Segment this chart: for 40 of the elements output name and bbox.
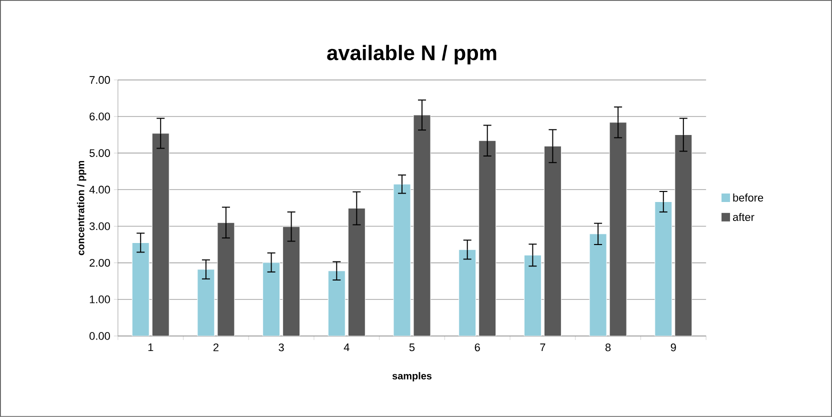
y-axis-title: concentration / ppm [76,160,86,256]
x-tick-label: 2 [213,344,218,352]
bar [282,226,300,336]
bar [544,146,562,336]
x-tick-label: 7 [540,344,546,352]
legend-label: after [732,213,754,222]
chart-title: available N / ppm [327,44,496,64]
bar [654,202,672,336]
bar [152,133,170,336]
bar [524,254,542,336]
x-tick-label: 9 [670,344,676,352]
x-axis-title: samples [392,372,432,382]
y-tick-label: 6.00 [90,112,110,120]
bar [197,269,215,336]
bar [348,208,366,336]
y-tick-label: 5.00 [90,149,110,158]
bar [413,114,431,336]
bar [589,234,607,336]
x-tick-label: 1 [148,344,154,352]
bar [458,249,476,336]
bar [328,270,346,336]
y-tick-label: 1.00 [90,296,110,304]
y-tick-label: 4.00 [89,186,110,194]
bar [393,184,411,336]
legend-label: before [733,194,764,202]
bar [132,242,150,336]
bar [674,134,692,336]
bar [262,262,280,336]
x-tick-label: 5 [409,344,415,352]
bar [478,140,496,336]
y-tick-label: 7.00 [90,76,110,84]
bar [217,222,235,336]
y-tick-label: 3.00 [90,222,110,230]
x-tick-label: 6 [474,344,480,352]
x-tick-label: 3 [278,344,284,352]
x-tick-label: 8 [605,344,611,352]
x-tick-label: 4 [344,344,350,352]
y-tick-label: 0.00 [90,332,110,340]
y-tick-label: 2.00 [90,258,110,267]
bar [609,122,627,336]
